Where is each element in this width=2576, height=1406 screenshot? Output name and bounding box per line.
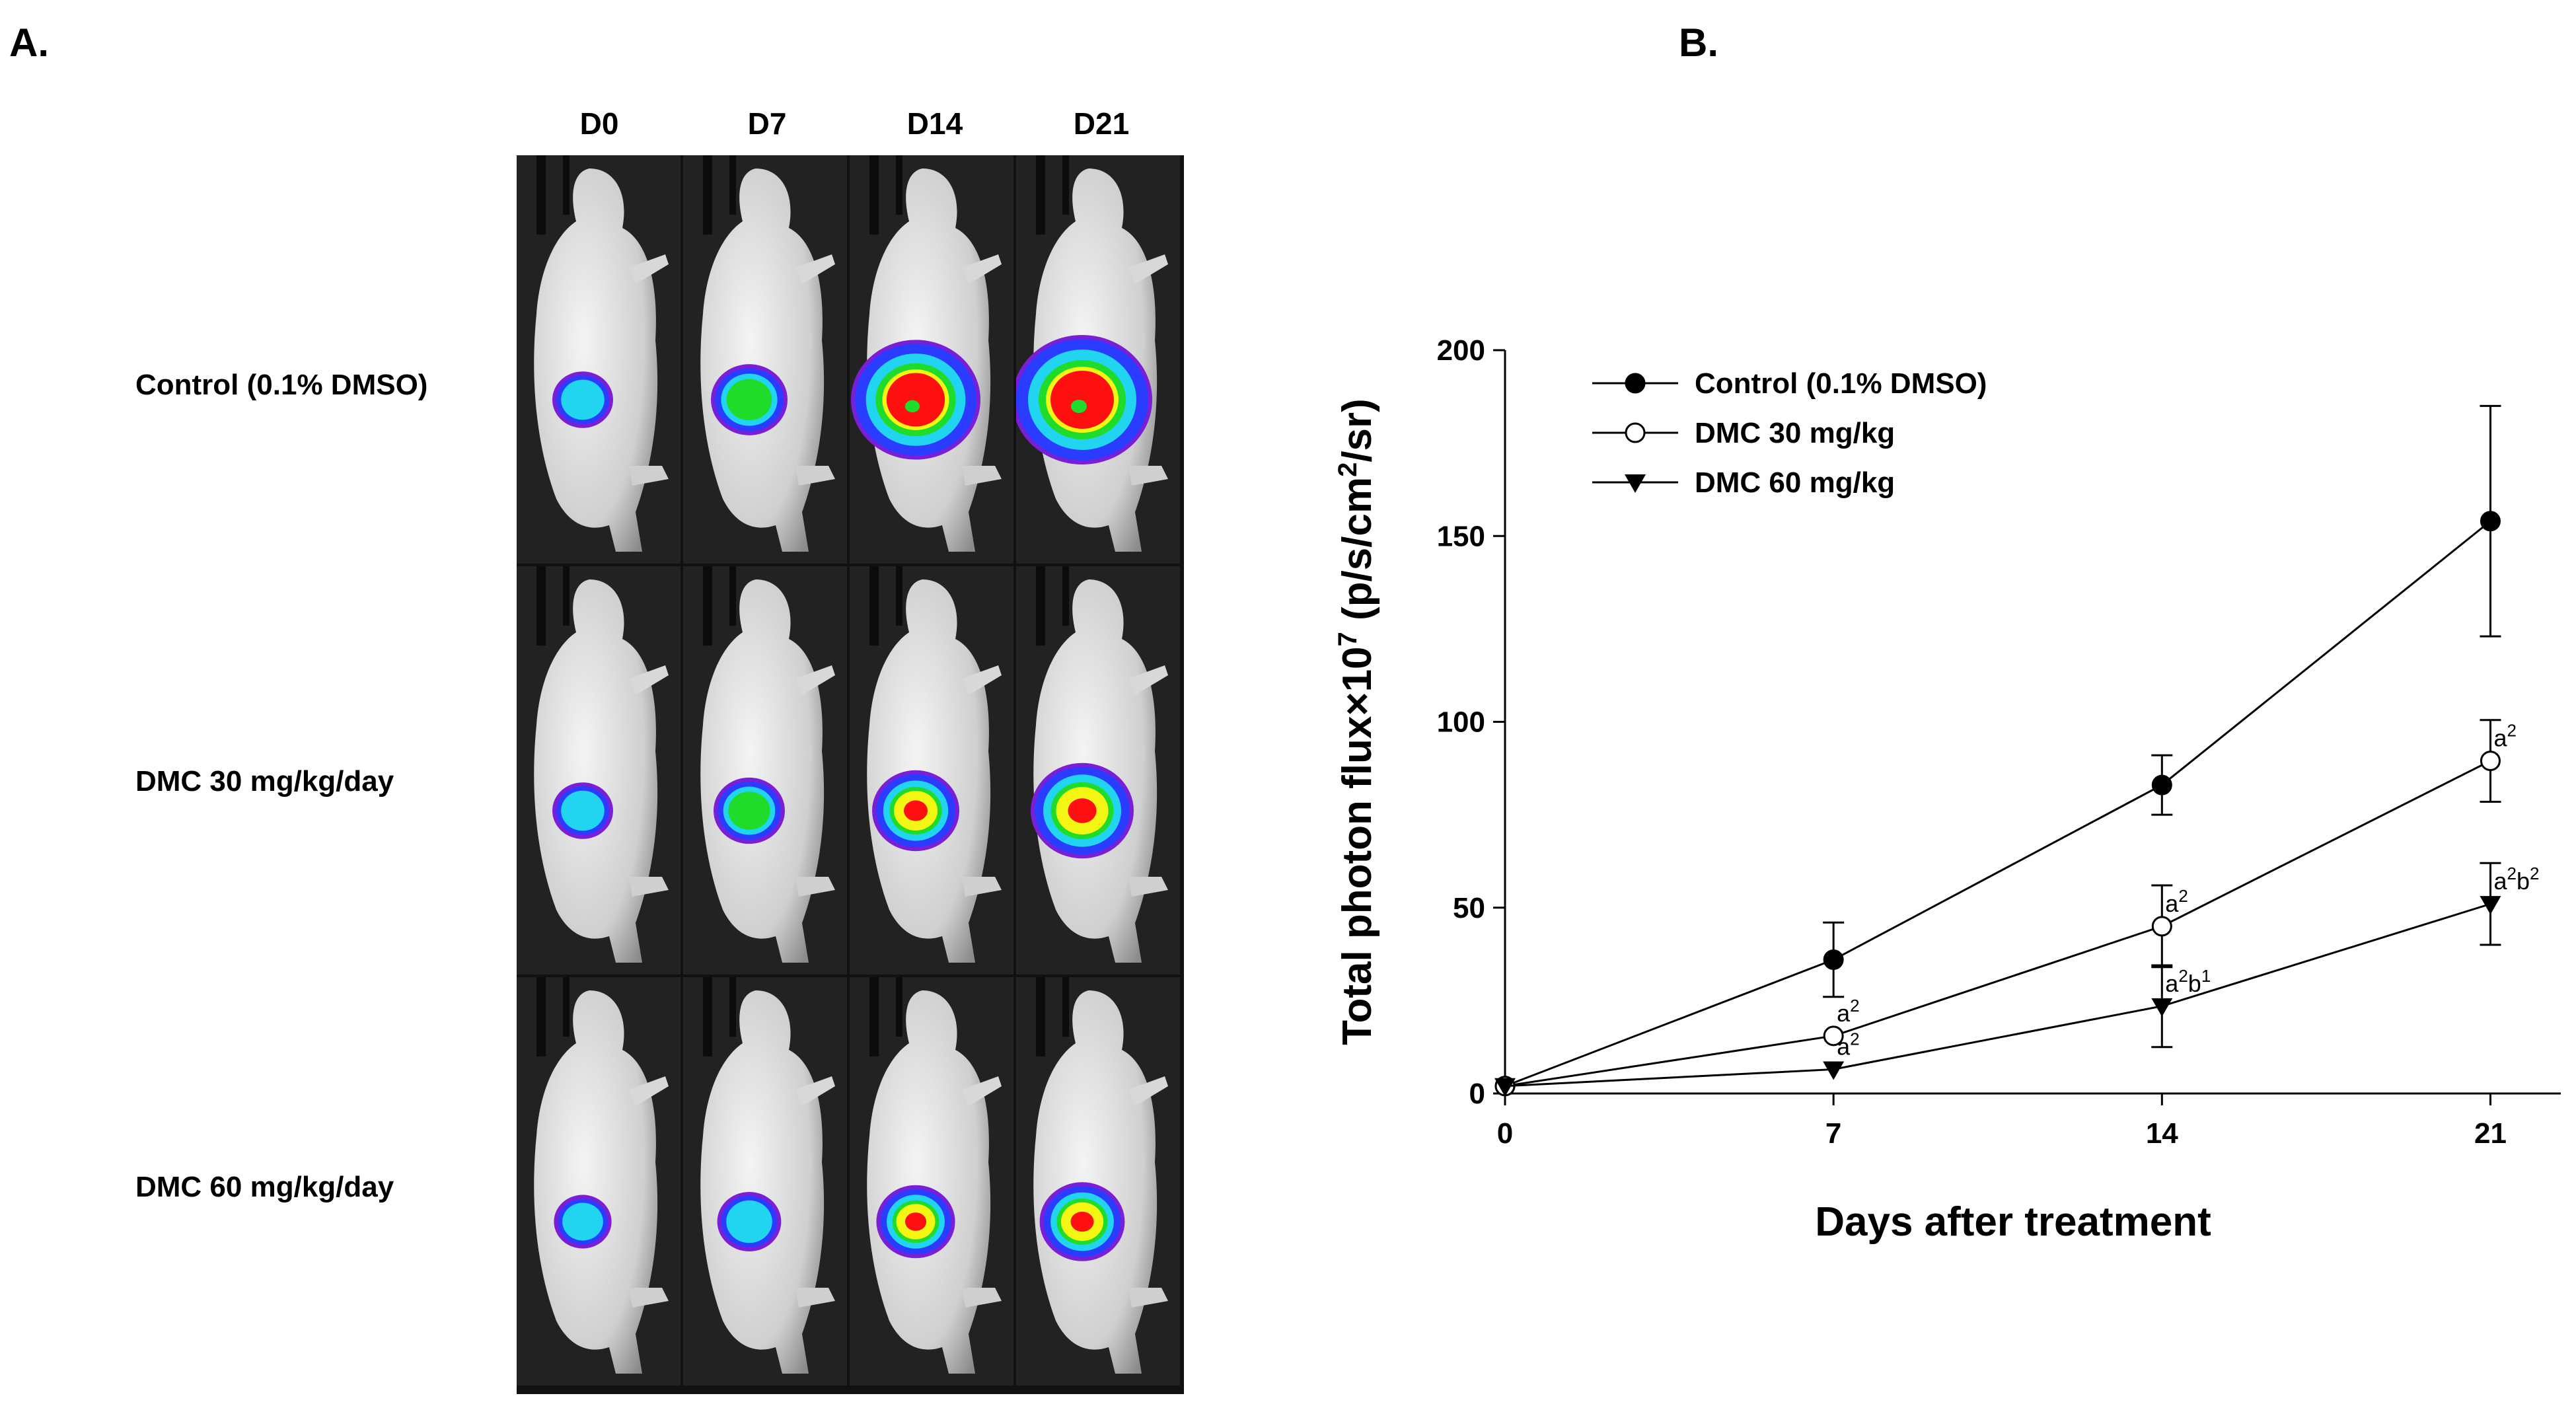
mouse-image-r2-c3 [1016, 977, 1180, 1386]
mouse-image-r0-c3 [1016, 155, 1180, 564]
legend-marker-1 [1625, 422, 1646, 443]
data-point-s2 [2151, 998, 2173, 1017]
panel-a-label: A. [9, 20, 49, 65]
significance-label: a2 [2493, 721, 2517, 752]
x-tick-label: 14 [2146, 1117, 2178, 1150]
panel-b-label: B. [1679, 20, 1718, 65]
significance-label: a2b2 [2493, 864, 2539, 895]
series-line-1 [1504, 760, 2491, 1088]
x-axis-title: Days after treatment [1815, 1199, 2211, 1245]
data-point-s2 [2480, 896, 2501, 915]
legend-marker-0 [1625, 373, 1646, 394]
y-tick-label: 50 [1453, 892, 1485, 924]
data-point-s2 [1823, 1061, 1845, 1080]
photon-flux-line-chart: 0 50 100 150 200 0 7 14 21 Days after treatment To… [1333, 334, 2561, 1245]
bioluminescence-image-grid [517, 155, 1184, 1394]
data-point-s2 [1494, 1078, 1516, 1097]
day-label-d7: D7 [747, 106, 787, 141]
data-point-s0 [1823, 949, 1844, 970]
series-line-2 [1504, 903, 2491, 1088]
mouse-image-r0-c1 [683, 155, 847, 564]
series-line-0 [1504, 520, 2491, 1088]
data-point-s0 [2151, 774, 2172, 796]
y-tick-label: 100 [1437, 706, 1485, 739]
mouse-image-r1-c1 [683, 566, 847, 975]
y-axis-title: Total photon flux×107 (p/s/cm2/sr) [1333, 398, 1380, 1045]
significance-label: a2 [1837, 996, 1860, 1027]
mouse-image-r2-c0 [517, 977, 681, 1386]
x-tick-label: 0 [1497, 1117, 1513, 1150]
mouse-image-r2-c1 [683, 977, 847, 1386]
mouse-image-r1-c0 [517, 566, 681, 975]
data-point-s0 [2480, 511, 2501, 532]
group-label-dmc60: DMC 60 mg/kg/day [135, 1171, 394, 1203]
data-point-s1 [2480, 751, 2501, 772]
x-tick-label: 7 [1825, 1117, 1841, 1150]
significance-label: a2 [2165, 886, 2188, 917]
y-tick-label: 0 [1469, 1078, 1485, 1110]
legend-label-2: DMC 60 mg/kg [1695, 466, 1895, 499]
mouse-image-r0-c0 [517, 155, 681, 564]
mouse-image-r0-c2 [850, 155, 1013, 564]
day-label-d21: D21 [1073, 106, 1130, 141]
mouse-image-r1-c3 [1016, 566, 1180, 975]
legend-label-1: DMC 30 mg/kg [1695, 417, 1895, 449]
group-label-control: Control (0.1% DMSO) [135, 369, 428, 401]
x-tick-label: 21 [2474, 1117, 2507, 1150]
group-label-dmc30: DMC 30 mg/kg/day [135, 765, 394, 797]
mouse-image-r1-c2 [850, 566, 1013, 975]
y-tick-label: 200 [1437, 334, 1485, 367]
day-label-d0: D0 [579, 106, 619, 141]
significance-label: a2b1 [2165, 966, 2211, 997]
legend-marker-2 [1625, 474, 1646, 493]
data-point-s1 [2151, 916, 2172, 937]
y-tick-label: 150 [1437, 520, 1485, 552]
legend-label-0: Control (0.1% DMSO) [1695, 367, 1987, 400]
mouse-image-r2-c2 [850, 977, 1013, 1386]
significance-label: a2 [1837, 1029, 1860, 1060]
data-point-s1 [1823, 1025, 1844, 1047]
day-label-d14: D14 [906, 106, 963, 141]
